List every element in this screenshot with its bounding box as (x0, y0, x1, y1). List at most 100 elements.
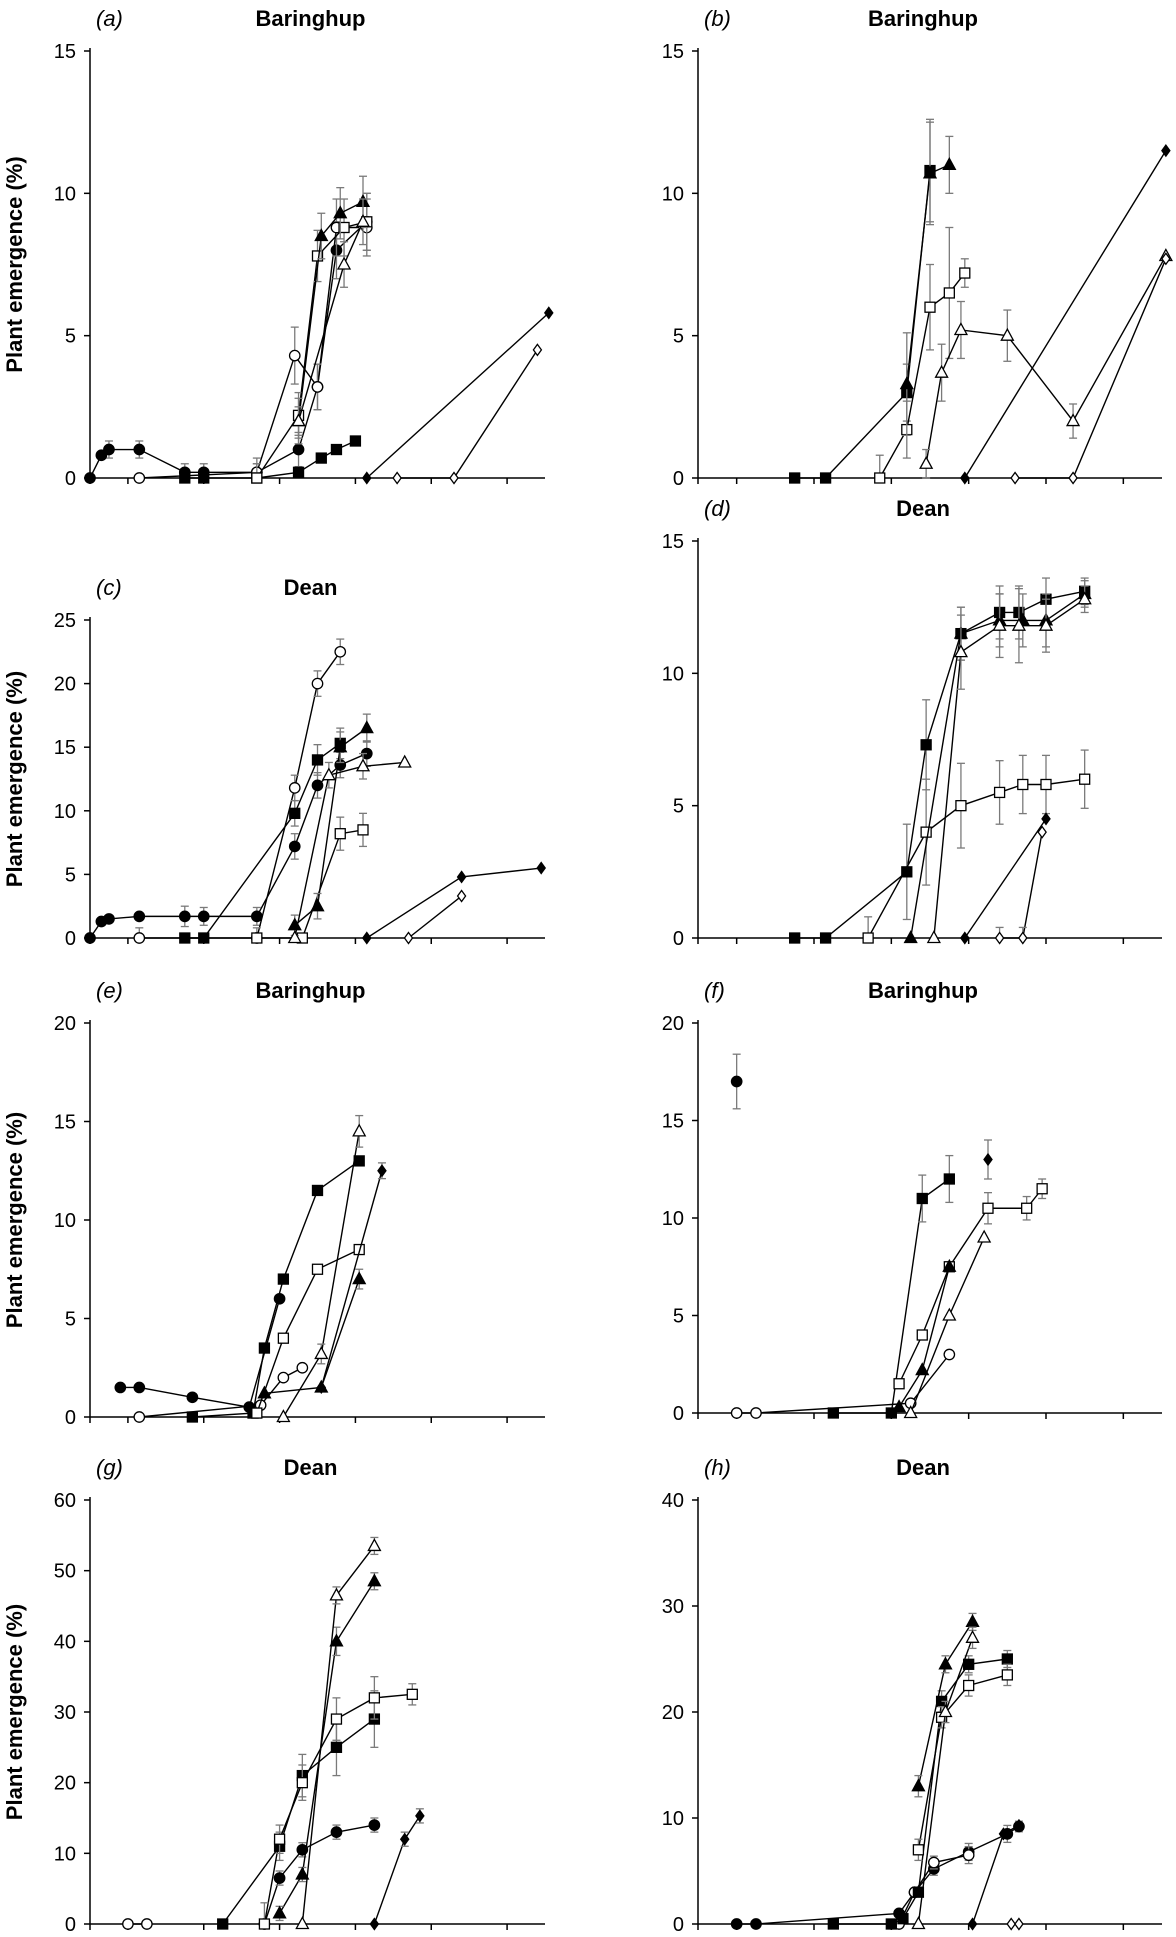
series-diamond-open (1006, 1917, 1024, 1931)
data-point (352, 1123, 367, 1137)
data-point (911, 1916, 926, 1930)
series-circle-filled (730, 1820, 1025, 1930)
data-point (198, 472, 210, 484)
data-point (329, 1587, 344, 1601)
data-point (186, 1391, 199, 1404)
data-point (359, 720, 374, 734)
data-point (310, 898, 325, 912)
data-point (1065, 413, 1081, 427)
data-point (924, 301, 936, 313)
series-line (320, 1170, 383, 1388)
data-point (179, 932, 191, 944)
data-point (982, 1202, 994, 1214)
data-point (1017, 778, 1029, 791)
series-line (373, 1815, 421, 1925)
panel-title: Dean (284, 575, 338, 600)
data-point (217, 1918, 229, 1930)
panel-e: 0 5 10 15 20 (e) Baringhup Plant emergence (%) (2, 978, 545, 1429)
data-point (827, 1918, 839, 1930)
data-point (920, 739, 932, 751)
data-point (399, 1832, 410, 1846)
data-point (258, 1918, 271, 1930)
data-point (352, 1271, 367, 1285)
data-point (361, 471, 372, 485)
panel-f: 0 5 10 15 20 (f) Baringhup (662, 978, 1162, 1425)
data-point (333, 739, 348, 753)
series-square-filled (827, 1154, 955, 1419)
data-point (198, 932, 210, 944)
data-point (983, 1152, 993, 1167)
panel-h: 010203040MarAprJunAugOctDecFeb(h)Dean (662, 1455, 1162, 1936)
y-tick-label: 0 (65, 1914, 76, 1936)
data-point (915, 1362, 930, 1376)
series-square-open (251, 812, 369, 944)
data-point (965, 1614, 980, 1628)
data-point (819, 472, 832, 484)
series-line (736, 1825, 1020, 1925)
y-tick-label: 5 (65, 326, 76, 348)
y-tick-label: 60 (54, 1490, 76, 1512)
y-tick-label: 0 (673, 1403, 684, 1425)
data-point (311, 754, 324, 766)
series-line (297, 221, 364, 422)
series-line (294, 727, 368, 926)
series-line (925, 255, 1167, 464)
data-point (273, 1833, 286, 1845)
data-point (311, 779, 324, 792)
data-point (532, 343, 543, 357)
data-point (1010, 471, 1020, 485)
data-point (1077, 591, 1092, 605)
data-point (114, 1381, 127, 1394)
y-tick-label: 10 (54, 801, 76, 823)
series-triangle-filled (891, 1258, 957, 1413)
y-tick-label: 30 (662, 1596, 684, 1618)
data-point (1001, 1653, 1013, 1665)
data-point (1068, 471, 1078, 485)
data-point (251, 1407, 263, 1419)
y-tick-label: 15 (662, 531, 684, 553)
data-point (133, 1411, 146, 1423)
data-point (789, 472, 801, 484)
y-tick-label: 0 (65, 468, 76, 490)
y-tick-label: 10 (662, 663, 684, 685)
data-point (287, 930, 302, 944)
series-diamond-open (403, 889, 467, 945)
y-tick-label: 25 (54, 610, 76, 632)
data-point (397, 754, 412, 768)
data-point (955, 800, 967, 812)
panel-label: (h) (704, 1455, 731, 1480)
data-point (938, 1656, 953, 1670)
series-diamond-open (1010, 252, 1171, 485)
data-point (943, 1173, 955, 1185)
y-tick-label: 0 (673, 928, 684, 950)
series-line (139, 226, 367, 479)
data-point (367, 1538, 382, 1552)
data-point (992, 617, 1007, 631)
data-point (122, 1918, 134, 1930)
data-point (1040, 778, 1052, 791)
panel-label: (c) (96, 575, 122, 600)
data-point (926, 930, 941, 944)
series-diamond-filled (959, 144, 1171, 485)
series-square-filled (789, 118, 936, 484)
y-axis-title: Plant emergence (%) (2, 1112, 27, 1328)
y-tick-label: 0 (65, 928, 76, 950)
panel-d: 0 5 10 15 (d) Dean (662, 496, 1162, 950)
data-point (953, 644, 969, 658)
y-tick-label: 5 (673, 796, 684, 818)
series-diamond-filled (316, 1162, 387, 1395)
panel-title: Dean (896, 496, 950, 521)
series-diamond-open (994, 825, 1047, 945)
data-point (357, 824, 369, 836)
data-point (912, 1886, 925, 1898)
data-point (1079, 773, 1091, 785)
series-circle-open (133, 638, 347, 944)
data-point (942, 1258, 957, 1272)
panel-b: 0 5 10 15 (b) Baringhup (662, 6, 1173, 490)
data-point (329, 1633, 344, 1647)
series-line (906, 164, 950, 385)
data-point (296, 1777, 308, 1789)
y-tick-label: 10 (54, 1210, 76, 1232)
data-point (903, 930, 918, 944)
data-point (186, 1411, 199, 1423)
